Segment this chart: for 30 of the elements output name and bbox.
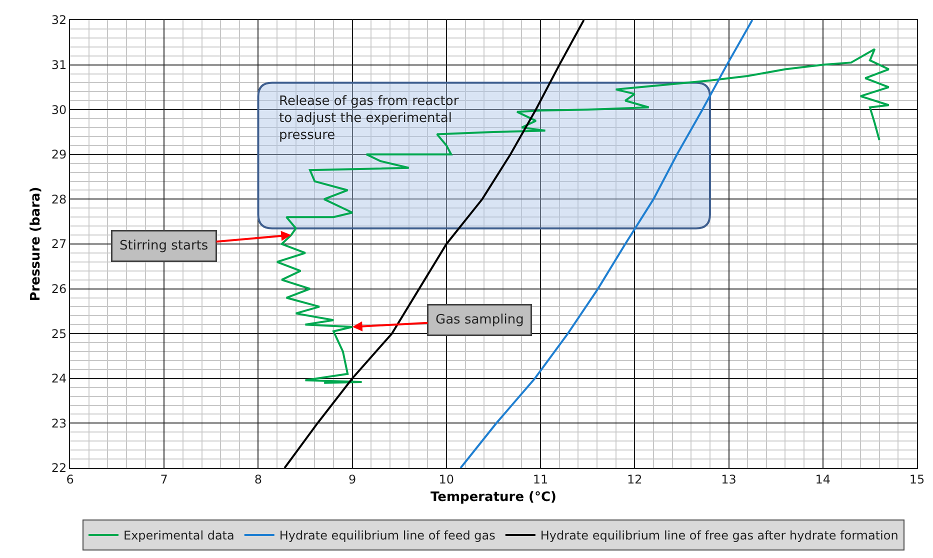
y-tick-label: 27 (51, 237, 67, 252)
y-tick-label: 26 (51, 282, 67, 296)
y-tick-label: 30 (51, 102, 67, 117)
line-series (460, 20, 754, 468)
y-tick-label: 28 (51, 192, 67, 206)
y-axis-title: Pressure (bara) (28, 186, 44, 302)
y-tick-label: 25 (51, 326, 67, 341)
x-tick-label: 15 (909, 472, 925, 486)
x-tick-label: 12 (627, 472, 642, 486)
y-tick-label: 32 (51, 13, 67, 28)
annotation: Gas sampling (436, 312, 524, 328)
x-tick-label: 9 (348, 472, 356, 486)
legend-label: Hydrate equilibrium line of feed gas (279, 528, 496, 543)
x-tick-label: 6 (66, 472, 74, 486)
legend-label: Experimental data (124, 528, 234, 543)
x-axis-title: Temperature (°C) (430, 490, 556, 505)
x-tick-label: 14 (815, 472, 831, 486)
x-tick-label: 13 (721, 472, 736, 486)
y-tick-label: 29 (51, 148, 67, 162)
y-tick-label: 24 (51, 372, 67, 386)
x-tick-label: 7 (160, 472, 168, 486)
line-series (276, 48, 890, 384)
legend-label: Hydrate equilibrium line of free gas after hydrate formation (540, 528, 898, 543)
x-tick-label: 11 (532, 472, 548, 486)
y-tick-label: 23 (51, 416, 67, 430)
x-tick-label: 8 (254, 472, 262, 486)
y-tick-label: 31 (51, 58, 67, 72)
y-tick-label: 22 (51, 461, 67, 476)
x-tick-label: 10 (438, 472, 454, 486)
annotation: Stirring starts (120, 238, 208, 254)
